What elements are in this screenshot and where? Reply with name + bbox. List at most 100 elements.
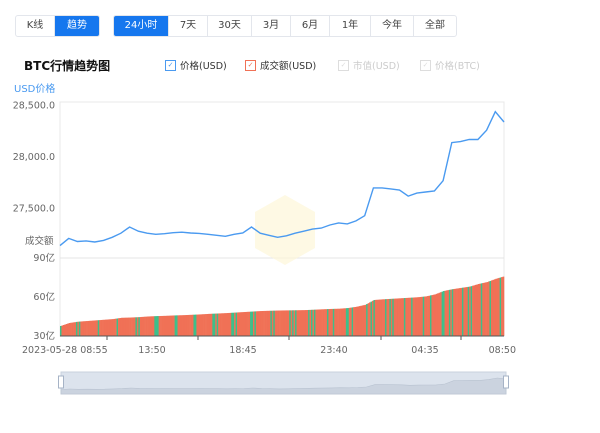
legend-item[interactable]: ✓ 价格(BTC) (420, 58, 480, 72)
tab-1[interactable]: 趋势 (55, 16, 99, 36)
volume-bar (199, 314, 202, 336)
legend-item[interactable]: ✓ 成交额(USD) (245, 58, 316, 72)
tab-4[interactable]: 6月 (291, 16, 330, 36)
volume-bar (89, 320, 91, 336)
volume-bar (293, 310, 296, 336)
tab-1[interactable]: 7天 (169, 16, 208, 36)
checkbox-icon[interactable]: ✓ (420, 59, 431, 71)
volume-bar (61, 325, 64, 336)
volume-bar (302, 310, 305, 336)
legend-label: 成交额(USD) (260, 61, 317, 72)
volume-bar (116, 318, 119, 336)
tab-2[interactable]: 30天 (208, 16, 252, 36)
tab-5[interactable]: 1年 (330, 16, 371, 36)
tab-3[interactable]: 3月 (252, 16, 291, 36)
volume-bar (232, 312, 235, 336)
volume-bar (402, 298, 405, 336)
checkbox-icon[interactable]: ✓ (245, 59, 256, 71)
tab-0[interactable]: 24小时 (114, 16, 169, 36)
volume-bar (395, 298, 397, 336)
volume-bar (306, 310, 309, 336)
volume-bar (258, 311, 261, 336)
checkbox-icon[interactable]: ✓ (165, 59, 176, 71)
minimap-area (60, 377, 507, 395)
volume-bar (376, 299, 379, 336)
volume-bar (287, 310, 290, 336)
volume-bar (183, 315, 186, 336)
volume-bar (476, 284, 479, 336)
legend-item[interactable]: ✓ 市值(USD) (338, 58, 400, 72)
volume-bar (383, 299, 386, 336)
volume-bar (209, 313, 212, 336)
volume-bar (223, 313, 226, 336)
volume-bar (257, 311, 260, 336)
volume-bar (322, 309, 325, 336)
legend-label: 市值(USD) (353, 61, 400, 72)
legend-label: 价格(BTC) (435, 61, 480, 72)
volume-bar (480, 283, 483, 336)
volume-bar (112, 319, 114, 336)
volume-bar (457, 288, 460, 336)
volume-bar (386, 299, 389, 336)
price-tick-label: 28,500.0 (13, 101, 55, 112)
volume-bar (396, 298, 399, 336)
volume-bar (345, 308, 348, 336)
volume-bar (115, 318, 117, 336)
volume-bar (202, 314, 204, 336)
volume-bar (483, 282, 486, 336)
volume-bar (251, 311, 254, 336)
zoom-handle[interactable] (58, 375, 64, 389)
volume-bar (495, 278, 498, 336)
volume-bar (344, 308, 347, 336)
legend-label: 价格(USD) (180, 61, 227, 72)
tab-0[interactable]: K线 (16, 16, 55, 36)
volume-bar (284, 310, 287, 336)
volume-bar (325, 309, 328, 336)
volume-bar (219, 313, 222, 336)
tab-7[interactable]: 全部 (425, 20, 445, 31)
volume-bar (308, 309, 310, 336)
legend-item[interactable]: ✓ 价格(USD) (165, 58, 227, 72)
volume-bar (416, 297, 419, 336)
volume-bar (132, 317, 135, 336)
volume-bar (479, 283, 482, 336)
tab-6[interactable]: 今年 (371, 16, 414, 36)
volume-bar (144, 316, 146, 336)
volume-bar (318, 309, 321, 336)
volume-bar (163, 315, 165, 336)
volume-bar (128, 317, 130, 336)
volume-bar (193, 314, 196, 336)
chart-title: BTC行情趋势图 (24, 59, 111, 73)
volume-bar (443, 291, 445, 336)
volume-bar (477, 284, 480, 336)
volume-axis-label: 成交额 (25, 235, 54, 247)
zoom-handle[interactable] (503, 375, 509, 389)
volume-bar (499, 277, 502, 336)
volume-bar (424, 296, 426, 336)
volume-bar (354, 306, 357, 336)
volume-bar (467, 286, 470, 336)
volume-bar (273, 310, 276, 336)
volume-bar (464, 287, 467, 336)
volume-bar (250, 311, 252, 336)
volume-bar (187, 314, 190, 336)
price-line (59, 110, 505, 247)
volume-bar (268, 310, 271, 336)
volume-bar (337, 308, 339, 336)
volume-bar (189, 314, 191, 336)
volume-bar (196, 314, 199, 336)
volume-bar (432, 294, 435, 336)
volume-bar (309, 309, 312, 336)
volume-bar (228, 312, 231, 336)
volume-bar (437, 293, 440, 336)
volume-bar (324, 309, 326, 336)
volume-bar (136, 317, 139, 336)
volume-bar (300, 310, 303, 336)
volume-bar (180, 315, 183, 336)
volume-bar (142, 316, 145, 336)
checkbox-icon[interactable]: ✓ (338, 59, 349, 71)
volume-bar (315, 309, 318, 336)
volume-bar (311, 309, 313, 336)
volume-bar (80, 321, 83, 336)
volume-bar (389, 298, 392, 336)
